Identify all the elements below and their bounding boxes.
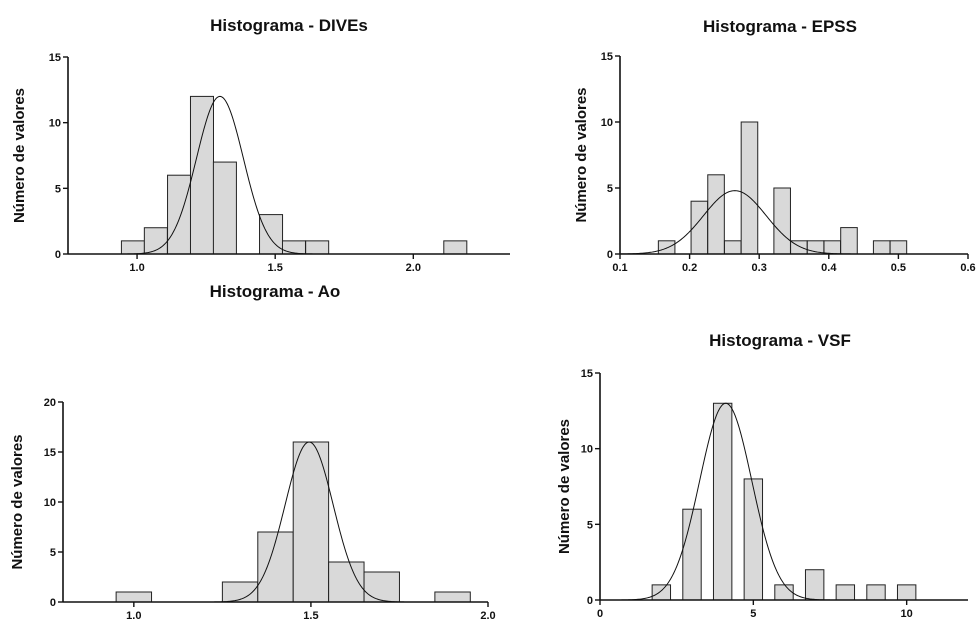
gaussian-fit-curve — [212, 441, 406, 603]
histogram-bar — [743, 478, 764, 601]
x-tick-label: 2.0 — [406, 262, 421, 274]
x-tick-label: 0.4 — [821, 262, 837, 274]
histogram-bar — [363, 571, 400, 603]
histogram-bar — [773, 187, 791, 255]
x-tick-label: 1.5 — [303, 610, 318, 622]
gaussian-fit-curve — [620, 190, 861, 255]
y-axis-label: Número de valores — [573, 87, 590, 222]
chart-title: Histograma - EPSS — [703, 17, 857, 36]
x-tick-label: 1.0 — [126, 610, 141, 622]
x-tick-label: 0.1 — [612, 262, 627, 274]
histogram-bar — [120, 240, 145, 255]
histogram-bar — [872, 240, 891, 255]
y-tick-label: 10 — [49, 118, 61, 130]
histogram-bar — [740, 121, 759, 255]
x-tick-label: 2.0 — [480, 610, 495, 622]
histogram-bar — [167, 174, 192, 255]
x-tick-label: 0.2 — [682, 262, 697, 274]
y-tick-label: 0 — [607, 249, 613, 261]
histogram-bar — [651, 584, 672, 601]
histogram-bar — [712, 402, 733, 601]
x-tick-label: 1.0 — [129, 262, 144, 274]
chart-title: Histograma - VSF — [709, 331, 851, 350]
histogram-bar — [657, 240, 676, 255]
y-tick-label: 10 — [44, 497, 56, 509]
y-tick-label: 5 — [587, 519, 593, 531]
panel-dives-histogram: Histograma - DIVEs Número de valores 0 5 10 1… — [11, 16, 510, 274]
chart-title: Histograma - DIVEs — [210, 16, 368, 35]
histogram-bar — [281, 240, 306, 255]
y-tick-label: 15 — [44, 447, 56, 459]
histogram-bar — [774, 584, 794, 601]
gaussian-fit-curve — [621, 402, 831, 601]
histogram-bar — [434, 591, 471, 603]
histogram-bar — [707, 174, 725, 255]
y-tick-label: 15 — [581, 368, 593, 380]
x-tick-label: 10 — [901, 608, 913, 620]
histogram-bar — [257, 531, 294, 603]
histogram-bar — [804, 569, 825, 601]
y-tick-label: 20 — [44, 397, 56, 409]
histogram-bar — [115, 591, 153, 603]
histogram-bar — [682, 508, 702, 601]
histogram-bar — [840, 227, 858, 255]
y-tick-label: 15 — [49, 52, 61, 64]
histogram-bar — [259, 214, 284, 255]
histogram-bar — [889, 240, 908, 255]
y-tick-label: 0 — [50, 597, 56, 609]
gaussian-fit-curve — [126, 95, 314, 255]
histogram-bar — [823, 240, 842, 255]
histogram-bar — [723, 240, 742, 255]
chart-title: Histograma - Ao — [210, 282, 341, 301]
y-tick-label: 15 — [601, 51, 613, 63]
y-tick-label: 10 — [601, 117, 613, 129]
y-tick-label: 0 — [55, 249, 61, 261]
y-axis-label: Número de valores — [11, 88, 28, 223]
x-tick-label: 0.6 — [960, 262, 975, 274]
y-tick-label: 10 — [581, 444, 593, 456]
histogram-bar — [292, 441, 330, 603]
x-tick-label: 1.5 — [268, 262, 283, 274]
y-tick-label: 5 — [607, 183, 613, 195]
x-tick-label: 5 — [750, 608, 756, 620]
y-tick-label: 5 — [55, 183, 61, 195]
x-tick-label: 0.3 — [752, 262, 767, 274]
histogram-bar — [443, 240, 468, 255]
histogram-bar — [212, 161, 237, 255]
histogram-bar — [305, 240, 330, 255]
y-tick-label: 0 — [587, 595, 593, 607]
panel-epss-histogram: Histograma - EPSS Número de valores 0 5 10 15… — [573, 17, 976, 274]
x-tick-label: 0 — [597, 608, 603, 620]
histogram-bar — [866, 584, 886, 601]
histogram-bar — [835, 584, 856, 601]
y-tick-label: 5 — [50, 547, 56, 559]
histogram-bar — [189, 95, 214, 255]
panel-ao-histogram: Histograma - Ao Número de valores 0 5 10 15 20… — [9, 282, 496, 622]
histogram-bar — [896, 584, 917, 601]
y-axis-label: Número de valores — [556, 419, 573, 554]
y-axis-label: Número de valores — [9, 434, 26, 569]
panel-vsf-histogram: Histograma - VSF Número de valores 0 5 10 15 0… — [556, 331, 968, 620]
x-tick-label: 0.5 — [891, 262, 906, 274]
